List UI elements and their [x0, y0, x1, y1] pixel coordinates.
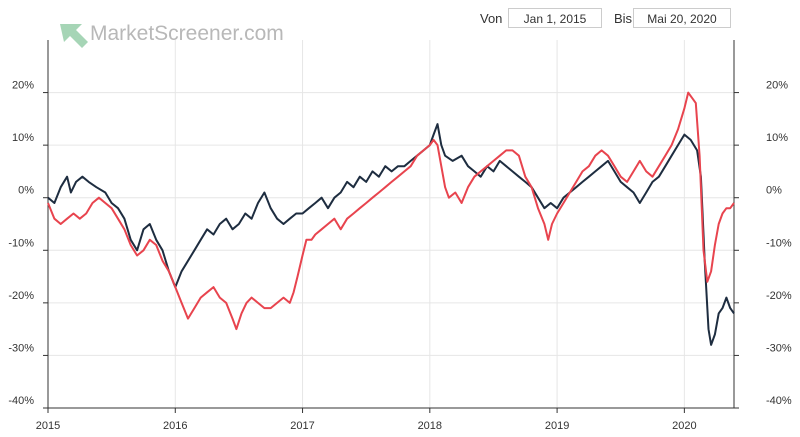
grid-lines: [47, 40, 734, 409]
y-tick-label-left: 10%: [12, 132, 34, 144]
y-tick-label-left: 20%: [12, 80, 34, 92]
to-date-field[interactable]: Mai 20, 2020: [633, 8, 731, 28]
x-tick-labels: 2015 2016 2017 2018 2019 2020: [36, 420, 697, 432]
x-tick-label: 2016: [163, 420, 187, 432]
y-tick-labels-right: -40% -30% -20% -10% 0% 10% 20%: [766, 80, 792, 407]
logo-arrow-icon: [60, 24, 88, 48]
y-tick-label-left: 0%: [18, 185, 34, 197]
from-label: Von: [480, 11, 503, 26]
logo-text: MarketScreener.com: [90, 22, 284, 45]
y-tick-label-left: -40%: [8, 395, 34, 407]
x-tick-label: 2019: [545, 420, 569, 432]
y-tick-label-right: 20%: [766, 80, 788, 92]
x-tick-label: 2020: [672, 420, 696, 432]
y-tick-label-right: -20%: [766, 290, 792, 302]
y-tick-label-right: -30%: [766, 342, 792, 354]
x-tick-label: 2017: [290, 420, 314, 432]
y-tick-label-left: -30%: [8, 342, 34, 354]
series-line-dark: [47, 123, 735, 346]
from-date-field[interactable]: Jan 1, 2015: [508, 8, 602, 28]
marketscreener-logo: MarketScreener.com: [60, 22, 284, 48]
series-group: [47, 91, 735, 346]
series-line-red: [47, 91, 735, 331]
axes: [43, 40, 739, 413]
y-tick-label-right: 10%: [766, 132, 788, 144]
y-tick-label-left: -10%: [8, 237, 34, 249]
x-tick-label: 2015: [36, 420, 60, 432]
y-tick-label-right: 0%: [766, 185, 782, 197]
y-tick-label-left: -20%: [8, 290, 34, 302]
to-label: Bis: [614, 11, 633, 26]
x-tick-label: 2018: [418, 420, 442, 432]
y-tick-label-right: -40%: [766, 395, 792, 407]
y-tick-label-right: -10%: [766, 237, 792, 249]
y-tick-labels-left: -40% -30% -20% -10% 0% 10% 20%: [8, 80, 34, 407]
